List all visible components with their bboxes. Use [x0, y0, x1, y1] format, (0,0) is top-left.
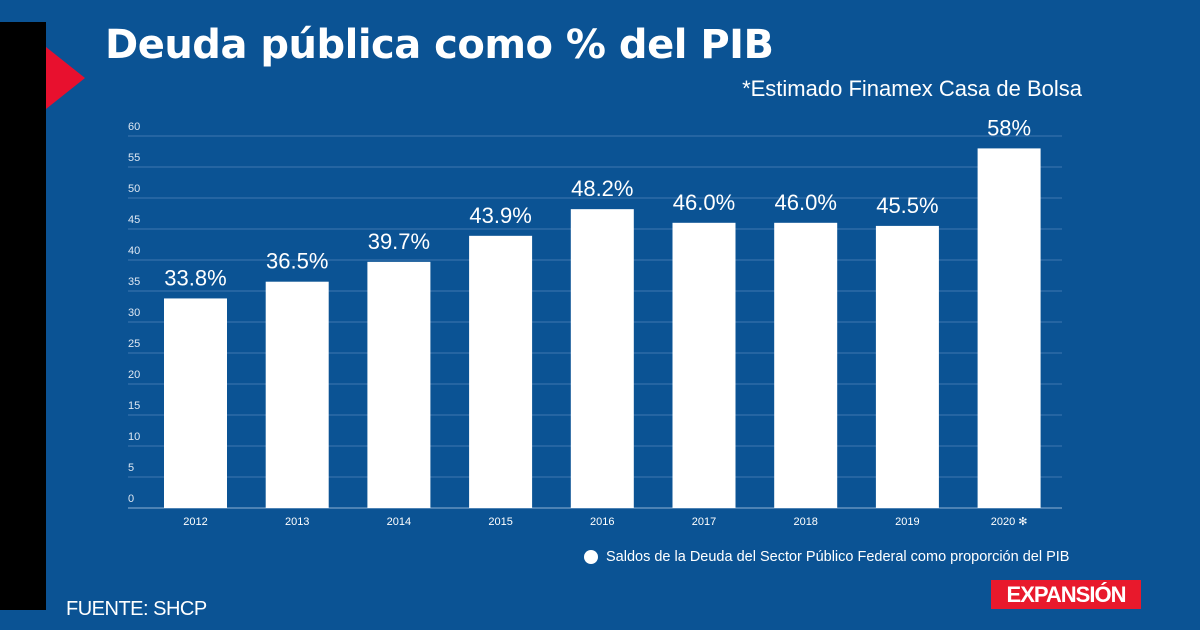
- y-tick-label: 15: [128, 400, 140, 412]
- bar: [875, 225, 939, 508]
- y-tick-label: 5: [128, 462, 134, 474]
- data-label: 33.8%: [164, 265, 226, 290]
- data-label: 48.2%: [571, 176, 633, 201]
- chart-subtitle: *Estimado Finamex Casa de Bolsa: [742, 76, 1082, 101]
- data-label: 39.7%: [368, 229, 430, 254]
- bar: [977, 148, 1041, 508]
- x-tick-label: 2013: [285, 516, 309, 528]
- y-tick-label: 55: [128, 152, 140, 164]
- data-label: 45.5%: [876, 193, 938, 218]
- bar: [164, 298, 227, 508]
- data-label: 58%: [987, 115, 1031, 140]
- legend: Saldos de la Deuda del Sector Público Fe…: [584, 549, 1069, 565]
- y-tick-label: 20: [128, 369, 140, 381]
- data-label: 46.0%: [673, 190, 735, 215]
- red-triangle-icon: [46, 47, 85, 109]
- data-label: 43.9%: [469, 203, 531, 228]
- y-tick-label: 60: [128, 121, 140, 133]
- x-tick-label: 2018: [793, 516, 817, 528]
- bar: [774, 222, 838, 509]
- y-tick-label: 50: [128, 183, 140, 195]
- data-label: 46.0%: [775, 190, 837, 215]
- data-label: 36.5%: [266, 249, 328, 274]
- bar: [570, 209, 634, 508]
- x-tick-label: 2012: [183, 516, 207, 528]
- expansion-logo: EXPANSIÓN: [991, 580, 1141, 609]
- y-tick-label: 25: [128, 338, 140, 350]
- x-tick-label: 2014: [387, 516, 411, 528]
- chart-title: Deuda pública como % del PIB: [105, 22, 774, 68]
- x-tick-label: 2020 ✻: [991, 516, 1028, 528]
- x-tick-label: 2017: [692, 516, 716, 528]
- x-tick-label: 2019: [895, 516, 919, 528]
- bar: [367, 261, 431, 508]
- source-note: FUENTE: SHCP: [66, 598, 207, 620]
- bar: [469, 235, 533, 508]
- legend-dot-icon: [584, 550, 598, 564]
- y-tick-label: 35: [128, 276, 140, 288]
- legend-label: Saldos de la Deuda del Sector Público Fe…: [606, 549, 1070, 565]
- x-tick-label: 2015: [488, 516, 512, 528]
- y-tick-label: 0: [128, 493, 134, 505]
- y-tick-label: 30: [128, 307, 140, 319]
- y-tick-label: 10: [128, 431, 140, 443]
- y-tick-label: 45: [128, 214, 140, 226]
- black-side-bar: [0, 22, 46, 610]
- x-tick-label: 2016: [590, 516, 614, 528]
- bar: [265, 281, 329, 508]
- bar: [672, 222, 736, 509]
- y-tick-label: 40: [128, 245, 140, 257]
